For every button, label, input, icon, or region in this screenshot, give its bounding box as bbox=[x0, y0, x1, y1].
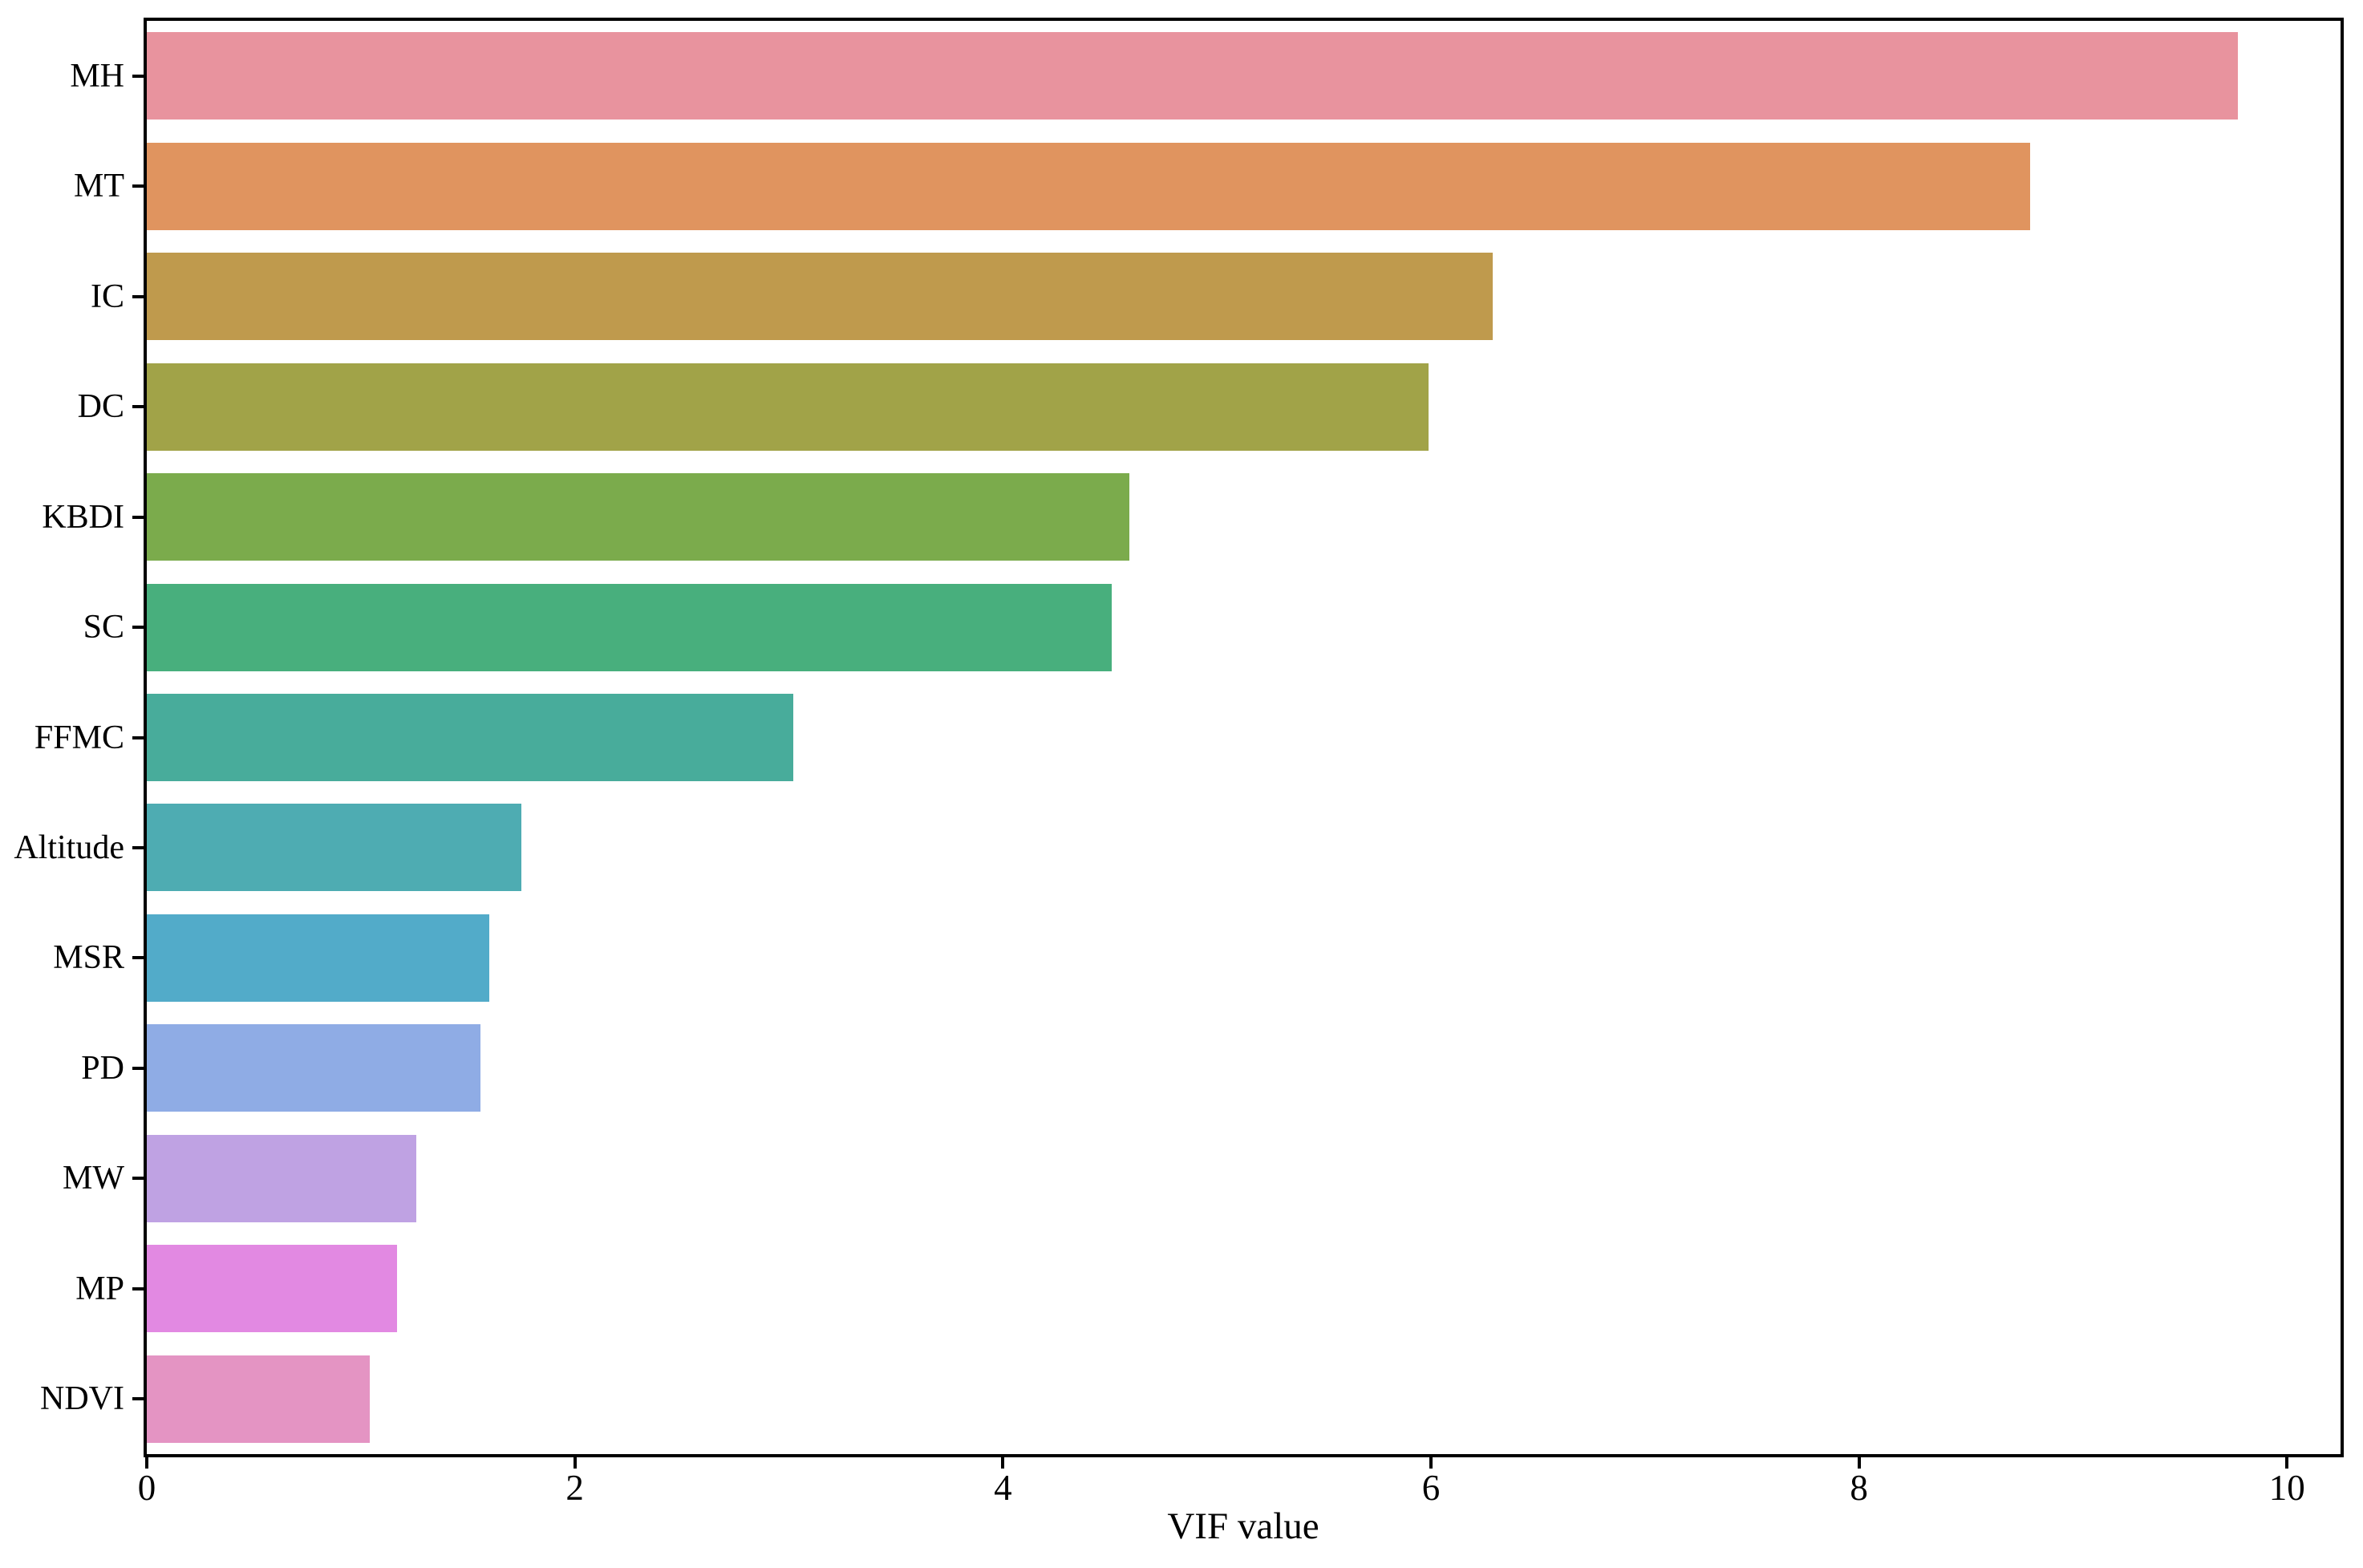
y-tick-mark bbox=[132, 515, 144, 519]
x-tick-mark bbox=[573, 1457, 577, 1469]
bar-MW bbox=[147, 1134, 417, 1222]
bar-Altitude bbox=[147, 804, 521, 892]
y-tick-mark bbox=[132, 845, 144, 849]
bar-FFMC bbox=[147, 694, 793, 781]
y-tick-label-Altitude: Altitude bbox=[14, 829, 124, 866]
y-tick-mark bbox=[132, 1286, 144, 1290]
y-tick-mark bbox=[132, 1397, 144, 1401]
y-tick-mark bbox=[132, 1177, 144, 1181]
x-tick-label-10: 10 bbox=[2268, 1468, 2305, 1508]
y-tick-label-MSR: MSR bbox=[53, 939, 124, 977]
y-tick-mark bbox=[132, 1066, 144, 1070]
bar-SC bbox=[147, 583, 1113, 671]
x-tick-mark bbox=[1857, 1457, 1861, 1469]
y-tick-label-NDVI: NDVI bbox=[40, 1380, 124, 1418]
x-tick-label-2: 2 bbox=[565, 1468, 584, 1508]
y-tick-label-IC: IC bbox=[91, 278, 124, 315]
x-tick-label-0: 0 bbox=[137, 1468, 156, 1508]
y-tick-label-FFMC: FFMC bbox=[34, 719, 124, 756]
bar-MH bbox=[147, 32, 2238, 120]
bar-MT bbox=[147, 142, 2031, 230]
y-tick-mark bbox=[132, 405, 144, 409]
x-tick-mark bbox=[145, 1457, 148, 1469]
y-tick-mark bbox=[132, 735, 144, 739]
y-tick-label-KBDI: KBDI bbox=[42, 498, 124, 536]
x-tick-label-6: 6 bbox=[1421, 1468, 1441, 1508]
y-tick-mark bbox=[132, 294, 144, 298]
x-tick-label-4: 4 bbox=[994, 1468, 1012, 1508]
bar-IC bbox=[147, 253, 1494, 341]
x-tick-mark bbox=[1429, 1457, 1433, 1469]
y-tick-label-MW: MW bbox=[63, 1160, 124, 1197]
y-tick-label-SC: SC bbox=[83, 609, 124, 646]
x-tick-mark bbox=[2285, 1457, 2289, 1469]
bar-MSR bbox=[147, 914, 489, 1002]
y-tick-mark bbox=[132, 626, 144, 630]
y-tick-mark bbox=[132, 184, 144, 188]
x-tick-label-8: 8 bbox=[1850, 1468, 1868, 1508]
bar-PD bbox=[147, 1024, 481, 1112]
bar-DC bbox=[147, 363, 1429, 451]
bar-NDVI bbox=[147, 1355, 370, 1443]
y-tick-label-MH: MH bbox=[70, 57, 124, 95]
y-tick-label-PD: PD bbox=[81, 1049, 124, 1087]
bar-MP bbox=[147, 1245, 398, 1333]
y-tick-mark bbox=[132, 74, 144, 78]
bar-KBDI bbox=[147, 473, 1129, 561]
y-tick-label-DC: DC bbox=[77, 388, 124, 426]
x-tick-mark bbox=[1001, 1457, 1005, 1469]
plot-area bbox=[144, 18, 2344, 1457]
y-tick-label-MT: MT bbox=[74, 168, 124, 205]
x-axis-title: VIF value bbox=[1167, 1505, 1319, 1547]
y-tick-label-MP: MP bbox=[75, 1270, 124, 1307]
y-tick-mark bbox=[132, 956, 144, 960]
